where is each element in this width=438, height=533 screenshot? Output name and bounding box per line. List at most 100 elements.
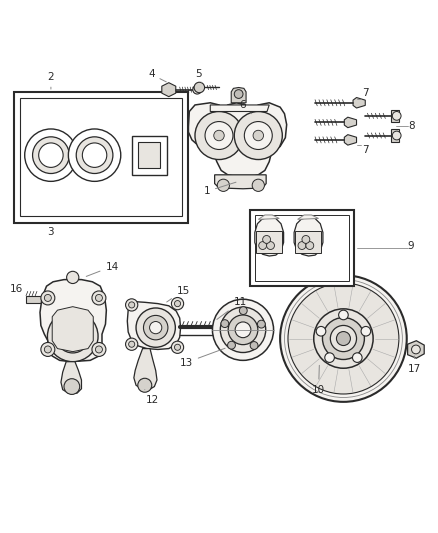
Circle shape bbox=[92, 291, 106, 305]
Circle shape bbox=[193, 85, 201, 94]
Circle shape bbox=[392, 131, 401, 140]
Polygon shape bbox=[297, 215, 318, 220]
Circle shape bbox=[314, 309, 373, 368]
Polygon shape bbox=[188, 103, 287, 177]
Circle shape bbox=[234, 90, 243, 99]
Text: 2: 2 bbox=[48, 71, 54, 89]
Circle shape bbox=[258, 320, 265, 328]
Circle shape bbox=[44, 294, 51, 302]
Text: 1: 1 bbox=[204, 182, 236, 196]
Circle shape bbox=[56, 320, 89, 353]
Polygon shape bbox=[134, 349, 157, 390]
Text: 12: 12 bbox=[145, 390, 159, 405]
Text: 3: 3 bbox=[48, 228, 54, 237]
Text: 6: 6 bbox=[240, 100, 252, 114]
Circle shape bbox=[194, 82, 205, 93]
Circle shape bbox=[239, 306, 247, 314]
Polygon shape bbox=[132, 135, 166, 175]
Circle shape bbox=[212, 299, 274, 360]
Circle shape bbox=[25, 129, 77, 181]
Text: 14: 14 bbox=[86, 262, 119, 277]
Polygon shape bbox=[162, 83, 176, 96]
Bar bbox=[255, 215, 349, 281]
Text: 10: 10 bbox=[312, 365, 325, 394]
Circle shape bbox=[263, 236, 271, 244]
Circle shape bbox=[44, 346, 51, 353]
Circle shape bbox=[220, 307, 266, 352]
Circle shape bbox=[126, 338, 138, 350]
Polygon shape bbox=[127, 302, 180, 350]
Circle shape bbox=[41, 291, 55, 305]
Circle shape bbox=[174, 301, 180, 306]
Circle shape bbox=[126, 299, 138, 311]
Text: 16: 16 bbox=[9, 284, 23, 294]
Polygon shape bbox=[344, 135, 357, 145]
Circle shape bbox=[95, 294, 102, 302]
Circle shape bbox=[285, 280, 403, 398]
Text: 7: 7 bbox=[362, 88, 369, 98]
Bar bbox=[295, 231, 321, 253]
Bar bbox=[392, 130, 399, 142]
Text: 9: 9 bbox=[408, 240, 414, 251]
Circle shape bbox=[68, 129, 121, 181]
Circle shape bbox=[129, 302, 135, 308]
Circle shape bbox=[361, 326, 371, 336]
Circle shape bbox=[144, 316, 168, 340]
Circle shape bbox=[244, 122, 272, 149]
Bar bbox=[250, 210, 354, 286]
Polygon shape bbox=[61, 362, 81, 393]
Circle shape bbox=[214, 130, 224, 141]
Circle shape bbox=[228, 341, 236, 349]
Polygon shape bbox=[344, 117, 357, 128]
Circle shape bbox=[339, 310, 348, 320]
Polygon shape bbox=[408, 341, 424, 358]
Polygon shape bbox=[353, 98, 365, 108]
Text: 15: 15 bbox=[167, 286, 190, 302]
Circle shape bbox=[136, 308, 175, 348]
Bar bbox=[256, 231, 282, 253]
Text: 11: 11 bbox=[217, 297, 247, 319]
Circle shape bbox=[235, 322, 251, 338]
Circle shape bbox=[174, 344, 180, 350]
Circle shape bbox=[228, 315, 258, 345]
Circle shape bbox=[138, 378, 152, 392]
Circle shape bbox=[298, 241, 306, 249]
Circle shape bbox=[171, 297, 184, 310]
Circle shape bbox=[234, 111, 283, 159]
Polygon shape bbox=[210, 105, 269, 111]
Circle shape bbox=[221, 320, 229, 328]
Circle shape bbox=[250, 342, 258, 350]
Bar bbox=[14, 92, 188, 223]
Circle shape bbox=[217, 179, 230, 191]
Circle shape bbox=[353, 353, 362, 362]
Circle shape bbox=[253, 130, 264, 141]
Circle shape bbox=[95, 346, 102, 353]
Bar bbox=[20, 99, 182, 216]
Text: 8: 8 bbox=[408, 121, 414, 131]
Circle shape bbox=[92, 343, 106, 357]
Circle shape bbox=[41, 343, 55, 357]
Text: 5: 5 bbox=[195, 69, 202, 82]
Circle shape bbox=[67, 271, 79, 284]
Bar bbox=[392, 110, 399, 122]
Circle shape bbox=[129, 341, 135, 348]
Circle shape bbox=[150, 321, 162, 334]
Circle shape bbox=[82, 143, 107, 167]
Circle shape bbox=[39, 143, 63, 167]
Circle shape bbox=[63, 327, 82, 346]
Bar bbox=[26, 296, 42, 303]
Circle shape bbox=[267, 241, 275, 249]
Polygon shape bbox=[215, 175, 266, 189]
Polygon shape bbox=[258, 215, 279, 220]
Polygon shape bbox=[52, 306, 93, 352]
Circle shape bbox=[205, 122, 233, 149]
Polygon shape bbox=[255, 217, 284, 256]
Circle shape bbox=[330, 326, 357, 352]
Polygon shape bbox=[231, 87, 246, 103]
Circle shape bbox=[171, 341, 184, 353]
Polygon shape bbox=[294, 217, 323, 256]
Text: 4: 4 bbox=[148, 69, 166, 82]
Circle shape bbox=[47, 311, 98, 362]
Polygon shape bbox=[138, 142, 160, 168]
Circle shape bbox=[280, 275, 407, 402]
